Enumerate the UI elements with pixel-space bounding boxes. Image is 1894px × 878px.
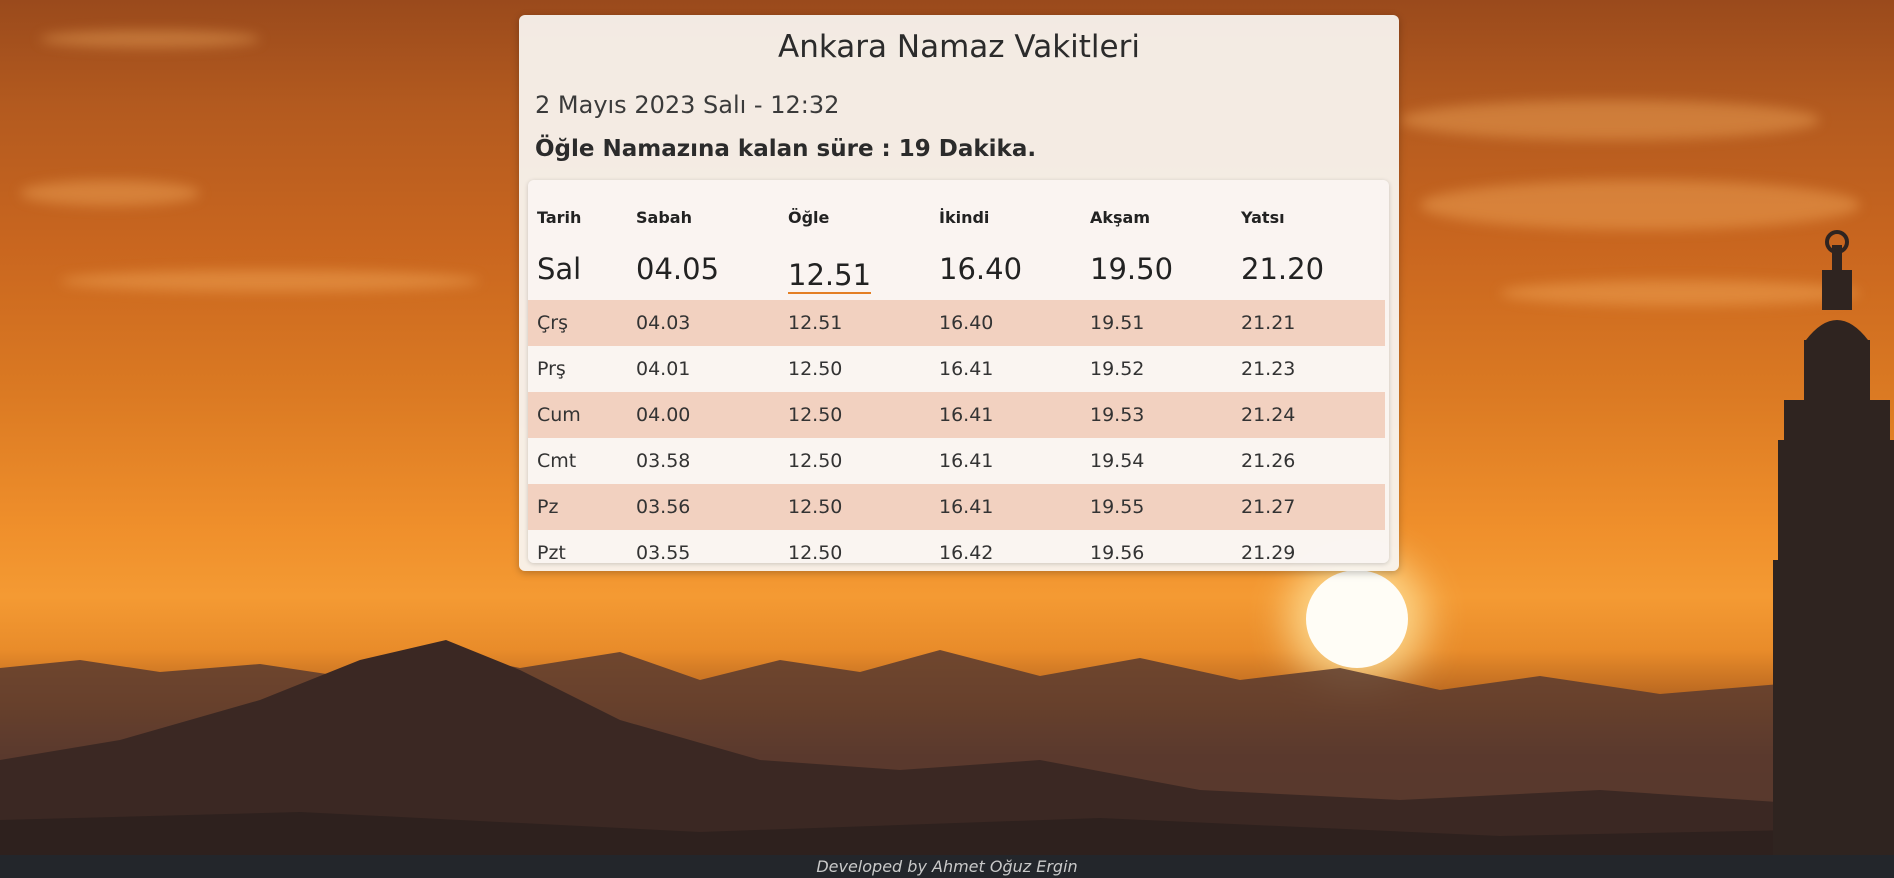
table-cell: 03.58 (636, 450, 691, 472)
table-cell: 21.26 (1241, 450, 1296, 472)
table-cell: 03.56 (636, 496, 691, 518)
table-cell: 21.29 (1241, 542, 1296, 564)
table-cell: 04.05 (636, 252, 720, 286)
table-cell: 19.50 (1090, 252, 1174, 286)
footer-credit: Developed by Ahmet Oğuz Ergin (0, 855, 1894, 878)
sun (1306, 570, 1408, 668)
cloud (1420, 180, 1860, 230)
table-cell: 16.41 (939, 358, 994, 380)
table-cell: Pz (537, 496, 559, 518)
table-cell: 12.51 (788, 312, 843, 334)
table-cell: 21.21 (1241, 312, 1296, 334)
table-cell: 19.51 (1090, 312, 1145, 334)
table-cell: 19.53 (1090, 404, 1145, 426)
table-row: Prş 04.01 12.50 16.41 19.52 21.23 (528, 346, 1385, 392)
table-row: Pzt 03.55 12.50 16.42 19.56 21.29 (528, 530, 1385, 576)
minaret-silhouette (1773, 230, 1894, 860)
table-cell: 04.01 (636, 358, 691, 380)
table-cell: Sal (537, 252, 582, 286)
table-header-row: Tarih Sabah Öğle İkindi Akşam Yatsı (528, 195, 1385, 241)
table-cell: 16.40 (939, 252, 1023, 286)
cloud (20, 180, 200, 206)
table-cell: 16.41 (939, 450, 994, 472)
table-cell: 16.41 (939, 404, 994, 426)
cloud (60, 270, 480, 292)
current-datetime: 2 Mayıs 2023 Salı - 12:32 (535, 91, 840, 119)
table-cell: 19.56 (1090, 542, 1145, 564)
table-cell: 12.50 (788, 404, 843, 426)
table-cell: 16.42 (939, 542, 994, 564)
table-row: Cmt 03.58 12.50 16.41 19.54 21.26 (528, 438, 1385, 484)
cloud (1400, 100, 1820, 140)
table-cell: 19.54 (1090, 450, 1145, 472)
prayer-times-table: Tarih Sabah Öğle İkindi Akşam Yatsı Sal … (528, 180, 1389, 564)
table-cell: 12.50 (788, 358, 843, 380)
table-cell: 12.50 (788, 542, 843, 564)
table-cell: 12.50 (788, 496, 843, 518)
table-cell: Pzt (537, 542, 566, 564)
column-header-yatsi: Yatsı (1241, 208, 1285, 227)
table-cell: Çrş (537, 312, 568, 334)
column-header-ogle: Öğle (788, 208, 830, 227)
table-cell: 03.55 (636, 542, 691, 564)
mountain-peak (0, 640, 1894, 878)
table-cell: 21.24 (1241, 404, 1296, 426)
table-cell: 21.20 (1241, 252, 1325, 286)
table-row: Cum 04.00 12.50 16.41 19.53 21.24 (528, 392, 1385, 438)
table-cell: Cmt (537, 450, 577, 472)
cloud (40, 30, 260, 48)
table-cell: Prş (537, 358, 566, 380)
table-cell: 16.40 (939, 312, 994, 334)
next-prayer-highlight: 12.51 (788, 258, 872, 294)
table-row: Pz 03.56 12.50 16.41 19.55 21.27 (528, 484, 1385, 530)
column-header-date: Tarih (537, 208, 582, 227)
table-cell: 04.03 (636, 312, 691, 334)
cloud (1500, 280, 1860, 306)
prayer-times-panel: Ankara Namaz Vakitleri 2 Mayıs 2023 Salı… (519, 15, 1399, 571)
column-header-ikindi: İkindi (939, 208, 990, 227)
table-cell: 12.50 (788, 450, 843, 472)
table-cell: 21.27 (1241, 496, 1296, 518)
table-row: Çrş 04.03 12.51 16.40 19.51 21.21 (528, 300, 1385, 346)
table-cell: 04.00 (636, 404, 691, 426)
remaining-time-text: Öğle Namazına kalan süre : 19 Dakika. (535, 136, 1037, 162)
page-title: Ankara Namaz Vakitleri (778, 29, 1140, 65)
table-cell: 19.52 (1090, 358, 1145, 380)
column-header-sabah: Sabah (636, 208, 692, 227)
table-cell: 19.55 (1090, 496, 1145, 518)
table-cell: 21.23 (1241, 358, 1296, 380)
table-cell: 16.41 (939, 496, 994, 518)
table-cell: Cum (537, 404, 581, 426)
column-header-aksam: Akşam (1090, 208, 1151, 227)
table-row-today: Sal 04.05 12.51 16.40 19.50 21.20 (528, 246, 1385, 294)
